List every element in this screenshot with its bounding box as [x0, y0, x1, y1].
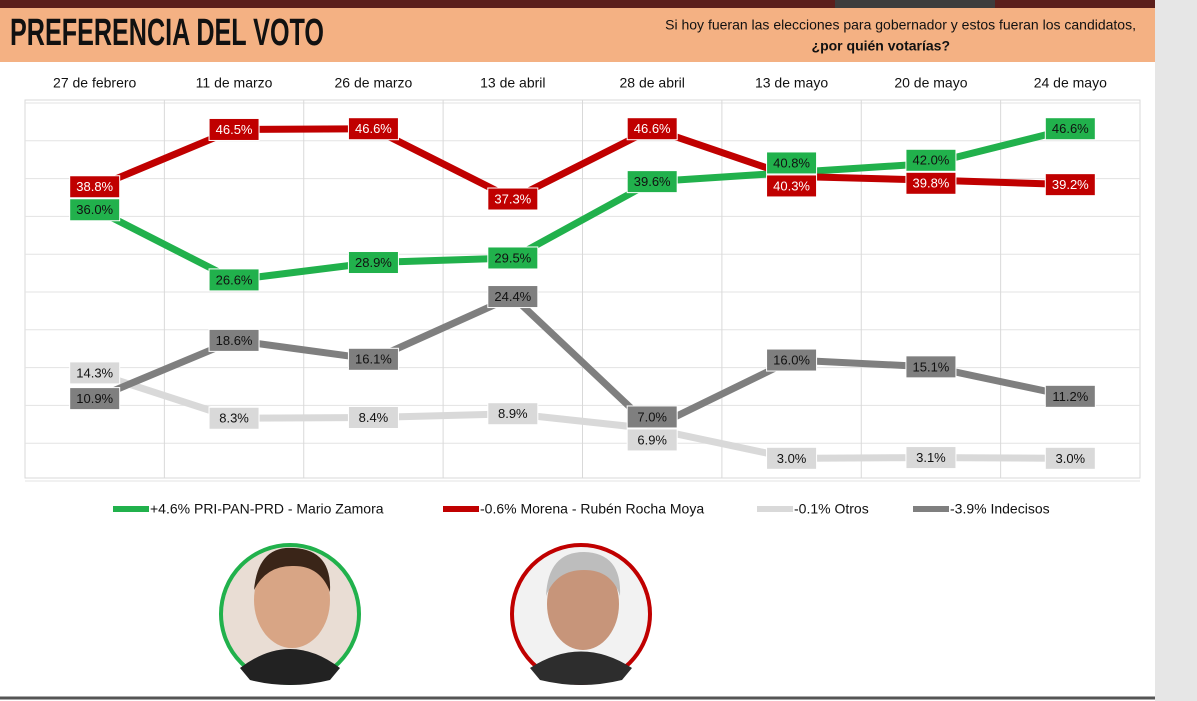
- value-label: 3.1%: [916, 450, 946, 465]
- value-label-box: [1044, 384, 1096, 408]
- value-label: 46.5%: [216, 122, 253, 137]
- legend-label: +4.6% PRI-PAN-PRD - Mario Zamora: [150, 501, 384, 517]
- value-label-box: [766, 174, 818, 198]
- photo-rocha-face: [547, 558, 619, 650]
- subtitle: Si hoy fueran las elecciones para gobern…: [665, 17, 1136, 33]
- value-label-box: [487, 402, 539, 426]
- value-label-box: [766, 348, 818, 372]
- value-label: 26.6%: [216, 272, 253, 287]
- value-label-box: [208, 117, 260, 141]
- value-label: 28.9%: [355, 255, 392, 270]
- value-label-box: [208, 328, 260, 352]
- value-label-box: [208, 406, 260, 430]
- value-label-box: [69, 198, 121, 222]
- value-label: 24.4%: [494, 289, 531, 304]
- x-tick-label: 27 de febrero: [53, 75, 136, 91]
- value-label: 39.2%: [1052, 177, 1089, 192]
- value-label: 36.0%: [76, 202, 113, 217]
- photo-zamora-suit: [240, 649, 340, 685]
- value-label: 40.8%: [773, 155, 810, 170]
- value-label-box: [347, 117, 399, 141]
- value-label: 46.6%: [355, 121, 392, 136]
- value-label: 8.4%: [359, 410, 389, 425]
- value-label: 3.0%: [1055, 451, 1085, 466]
- x-tick-label: 24 de mayo: [1034, 75, 1107, 91]
- value-label: 7.0%: [637, 409, 667, 424]
- value-label-box: [347, 251, 399, 275]
- value-label: 8.9%: [498, 406, 528, 421]
- photo-zamora-face: [254, 552, 330, 648]
- value-label-box: [487, 285, 539, 309]
- value-label-box: [1044, 446, 1096, 470]
- chart-title: PREFERENCIA DEL VOTO: [10, 12, 324, 54]
- side-strip: [1155, 0, 1197, 701]
- value-label: 6.9%: [637, 432, 667, 447]
- value-label: 8.3%: [219, 411, 249, 426]
- value-label: 42.0%: [913, 153, 950, 168]
- value-label-box: [208, 268, 260, 292]
- value-label: 10.9%: [76, 391, 113, 406]
- top-bar-segment: [835, 0, 995, 8]
- value-label: 38.8%: [76, 179, 113, 194]
- legend-label: -0.6% Morena - Rubén Rocha Moya: [480, 501, 704, 517]
- value-label-box: [905, 355, 957, 379]
- value-label: 29.5%: [494, 250, 531, 265]
- x-tick-label: 11 de marzo: [196, 75, 273, 91]
- value-label-box: [69, 387, 121, 411]
- value-label: 11.2%: [1052, 389, 1088, 404]
- value-label-box: [1044, 173, 1096, 197]
- value-label: 46.6%: [634, 121, 671, 136]
- value-label: 39.8%: [913, 176, 950, 191]
- x-tick-label: 20 de mayo: [894, 75, 967, 91]
- value-label-box: [766, 446, 818, 470]
- value-label-box: [626, 405, 678, 429]
- value-label-box: [487, 187, 539, 211]
- value-label: 15.1%: [913, 359, 950, 374]
- x-tick-label: 13 de mayo: [755, 75, 828, 91]
- x-tick-label: 13 de abril: [480, 75, 545, 91]
- value-label-box: [1044, 117, 1096, 141]
- value-label: 39.6%: [634, 174, 671, 189]
- value-label: 37.3%: [494, 191, 531, 206]
- value-label: 3.0%: [777, 451, 807, 466]
- top-bar: [0, 0, 1155, 8]
- value-label: 16.1%: [355, 352, 392, 367]
- value-label: 40.3%: [773, 178, 810, 193]
- photo-rocha-hair: [546, 552, 621, 596]
- value-label-box: [347, 347, 399, 371]
- value-label-box: [487, 246, 539, 270]
- value-label: 46.6%: [1052, 121, 1089, 136]
- photo-rocha-suit: [530, 651, 632, 685]
- x-tick-label: 28 de abril: [619, 75, 684, 91]
- value-label-box: [626, 170, 678, 194]
- value-label-box: [626, 117, 678, 141]
- header-band: [0, 8, 1155, 62]
- legend-label: -0.1% Otros: [794, 501, 869, 517]
- value-label-box: [905, 446, 957, 470]
- value-label-box: [905, 171, 957, 195]
- value-label-box: [766, 151, 818, 175]
- legend-label: -3.9% Indecisos: [950, 501, 1050, 517]
- x-tick-label: 26 de marzo: [335, 75, 413, 91]
- photo-zamora-hair: [254, 547, 331, 592]
- value-label: 14.3%: [76, 365, 113, 380]
- value-label: 18.6%: [216, 333, 253, 348]
- value-label-box: [626, 428, 678, 452]
- subtitle-question: ¿por quién votarías?: [812, 38, 950, 54]
- value-label-box: [69, 175, 121, 199]
- value-label-box: [69, 361, 121, 385]
- value-label-box: [905, 148, 957, 172]
- value-label-box: [347, 405, 399, 429]
- candidate-photos: [25, 100, 1140, 685]
- value-label: 16.0%: [773, 352, 810, 367]
